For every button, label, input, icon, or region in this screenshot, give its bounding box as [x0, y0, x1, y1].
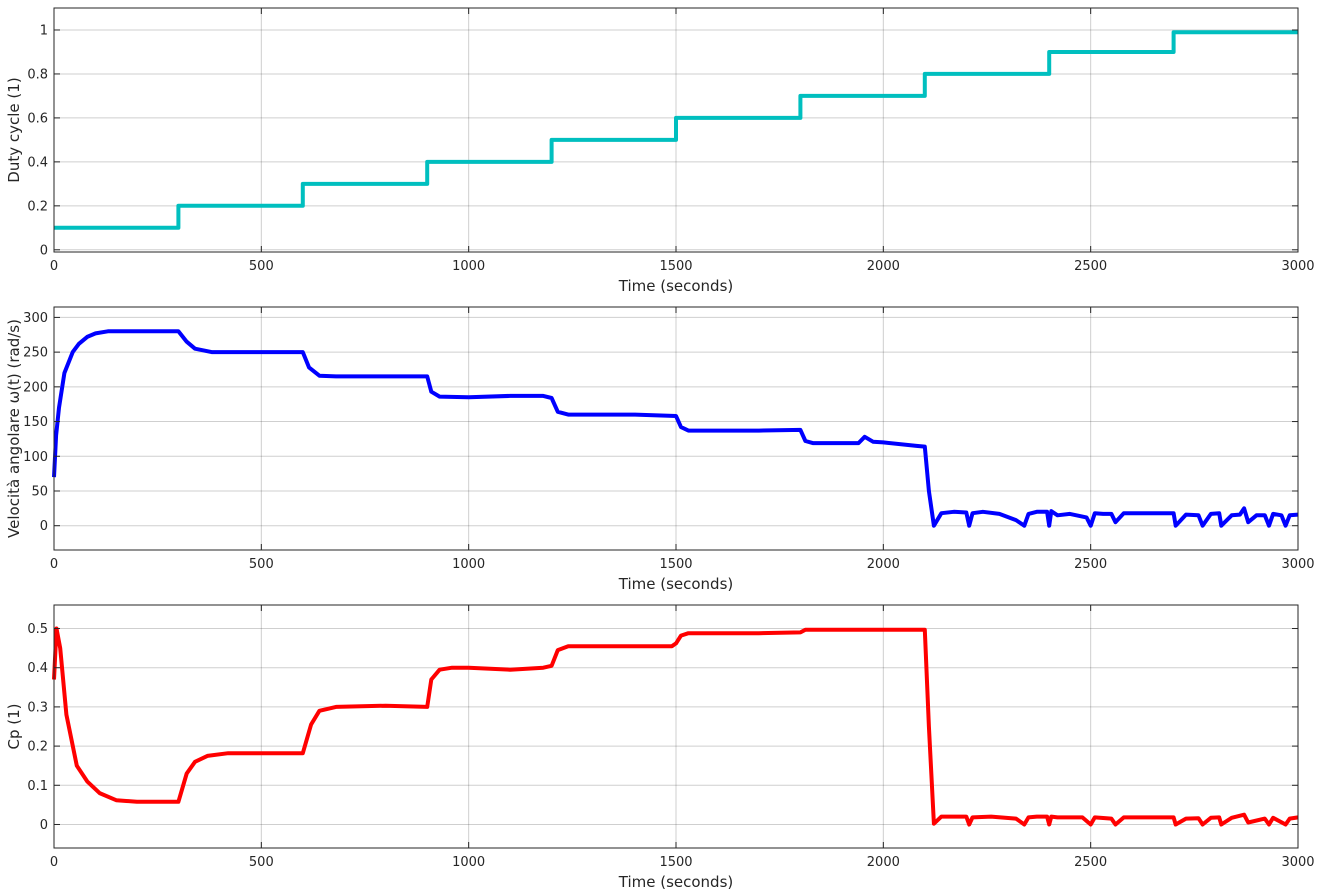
y-tick-label: 0.2 — [27, 199, 48, 214]
x-axis-label: Time (seconds) — [618, 277, 734, 295]
x-tick-label: 0 — [50, 855, 58, 870]
y-tick-label: 200 — [23, 380, 48, 395]
y-axis-label: Duty cycle (1) — [5, 77, 23, 182]
y-tick-label: 150 — [23, 415, 48, 430]
plot-area — [54, 307, 1298, 550]
y-tick-label: 0.8 — [27, 67, 48, 82]
x-tick-label: 1500 — [659, 259, 692, 274]
y-tick-label: 0 — [40, 243, 48, 258]
y-tick-label: 0.5 — [27, 622, 48, 637]
y-tick-label: 50 — [31, 484, 48, 499]
x-tick-label: 500 — [249, 259, 274, 274]
x-tick-label: 0 — [50, 259, 58, 274]
cp-chart: 0 500 1000 1500 2000 2500 3000 0 0.1 0.2 0.3 0.4 0.5… — [5, 604, 1315, 891]
y-tick-label: 100 — [23, 450, 48, 465]
x-tick-label: 0 — [50, 557, 58, 572]
y-tick-label: 1 — [40, 23, 48, 38]
x-tick-label: 2500 — [1074, 557, 1107, 572]
series-line-1 — [52, 626, 1299, 827]
x-tick-label: 3000 — [1281, 259, 1314, 274]
x-tick-label: 1000 — [452, 855, 485, 870]
x-tick-label: 500 — [249, 557, 274, 572]
duty-cycle-chart: 0 500 1000 1500 2000 2500 3000 0 0.2 0.4 0.6 0.8 1 Ti… — [5, 7, 1315, 295]
x-tick-label: 3000 — [1281, 557, 1314, 572]
y-tick-label: 0.4 — [27, 661, 48, 676]
y-tick-label: 0 — [40, 519, 48, 534]
y-axis-label: Velocità angolare ω(t) (rad/s) — [5, 319, 23, 538]
x-tick-label: 1000 — [452, 557, 485, 572]
x-tick-label: 1500 — [659, 557, 692, 572]
x-tick-label: 2000 — [867, 557, 900, 572]
x-axis-label: Time (seconds) — [618, 873, 734, 891]
x-tick-label: 2000 — [867, 855, 900, 870]
x-tick-label: 2500 — [1074, 259, 1107, 274]
y-tick-label: 250 — [23, 346, 48, 361]
y-tick-label: 0.2 — [27, 740, 48, 755]
angular-velocity-chart: 0 500 1000 1500 2000 2500 3000 0 50 100 150 200 250 3… — [5, 306, 1315, 593]
y-tick-label: 0.6 — [27, 111, 48, 126]
y-tick-label: 0.3 — [27, 700, 48, 715]
x-tick-label: 3000 — [1281, 855, 1314, 870]
x-tick-label: 2500 — [1074, 855, 1107, 870]
y-tick-label: 0.1 — [27, 779, 48, 794]
y-tick-label: 0 — [40, 818, 48, 833]
y-tick-label: 0.4 — [27, 155, 48, 170]
y-axis-label: Cp (1) — [5, 703, 23, 749]
series-line-1 — [54, 30, 1298, 230]
x-tick-label: 1000 — [452, 259, 485, 274]
series-line-1 — [52, 329, 1299, 528]
x-tick-label: 1500 — [659, 855, 692, 870]
x-axis-label: Time (seconds) — [618, 575, 734, 593]
x-tick-label: 500 — [249, 855, 274, 870]
y-tick-label: 300 — [23, 311, 48, 326]
x-tick-label: 2000 — [867, 259, 900, 274]
